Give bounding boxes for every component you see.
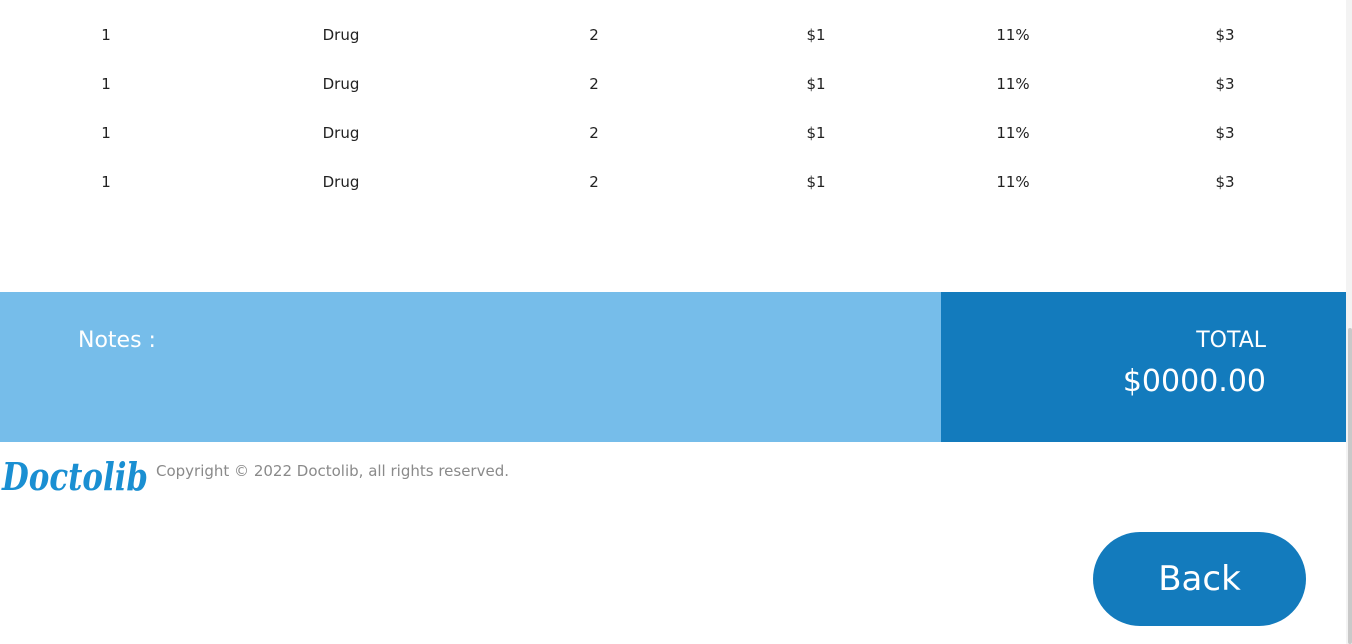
cell-count: 2: [589, 124, 599, 142]
cell-item: Drug: [322, 173, 360, 191]
scrollbar-thumb[interactable]: [1348, 328, 1352, 644]
logo-text: Doctolib: [1, 454, 148, 499]
notes-label: Notes :: [78, 328, 156, 353]
cell-tax: 11%: [996, 26, 1030, 44]
cell-count: 2: [589, 26, 599, 44]
cell-amount: $3: [1215, 26, 1235, 44]
copyright-text: Copyright © 2022 Doctolib, all rights re…: [156, 462, 509, 480]
total-panel: TOTAL $0000.00: [941, 292, 1346, 442]
cell-tax: 11%: [996, 75, 1030, 93]
table-row: 1 Drug 2 $1 11% $3: [0, 111, 1346, 160]
cell-amount: $3: [1215, 75, 1235, 93]
back-button-label: Back: [1158, 559, 1241, 599]
items-table: 1 Drug 2 $1 11% $3 1 Drug 2 $1 11% $3 1 …: [0, 13, 1346, 209]
cell-quantity: 1: [101, 26, 111, 44]
cell-item: Drug: [322, 75, 360, 93]
cell-price: $1: [806, 173, 826, 191]
total-label: TOTAL: [1196, 328, 1266, 353]
cell-price: $1: [806, 124, 826, 142]
total-value: $0000.00: [1122, 364, 1266, 399]
cell-quantity: 1: [101, 173, 111, 191]
cell-amount: $3: [1215, 124, 1235, 142]
scrollbar[interactable]: [1346, 0, 1352, 644]
summary-band: Notes : TOTAL $0000.00: [0, 292, 1346, 442]
table-row: 1 Drug 2 $1 11% $3: [0, 62, 1346, 111]
cell-tax: 11%: [996, 124, 1030, 142]
cell-count: 2: [589, 75, 599, 93]
cell-price: $1: [806, 75, 826, 93]
cell-item: Drug: [322, 124, 360, 142]
notes-panel: Notes :: [0, 292, 941, 442]
table-row: 1 Drug 2 $1 11% $3: [0, 160, 1346, 209]
cell-count: 2: [589, 173, 599, 191]
cell-quantity: 1: [101, 124, 111, 142]
cell-tax: 11%: [996, 173, 1030, 191]
doctolib-logo: Doctolib: [1, 454, 148, 499]
cell-amount: $3: [1215, 173, 1235, 191]
back-button[interactable]: Back: [1093, 532, 1306, 626]
cell-quantity: 1: [101, 75, 111, 93]
table-row: 1 Drug 2 $1 11% $3: [0, 13, 1346, 62]
cell-price: $1: [806, 26, 826, 44]
cell-item: Drug: [322, 26, 360, 44]
